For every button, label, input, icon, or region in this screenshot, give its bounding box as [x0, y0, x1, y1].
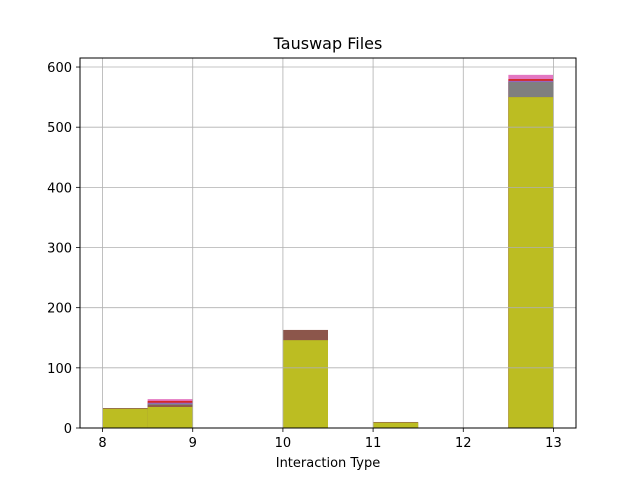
- y-tick-label: 500: [47, 121, 72, 136]
- x-tick-label: 11: [365, 436, 382, 451]
- y-tick-label: 400: [47, 181, 72, 196]
- y-tick-label: 0: [64, 422, 72, 437]
- x-tick-label: 9: [189, 436, 197, 451]
- x-axis-ticks: 8 9 10 11 12 13: [98, 428, 562, 451]
- bars-group: [102, 74, 554, 429]
- bar-layer-5-bin-9: [508, 97, 554, 429]
- y-tick-label: 300: [47, 242, 72, 257]
- y-tick-label: 200: [47, 302, 72, 317]
- bar-layer-5-bin-0: [102, 408, 148, 428]
- bar-layer-5-bin-6: [373, 422, 419, 428]
- x-tick-label: 8: [98, 436, 106, 451]
- x-tick-label: 10: [275, 436, 292, 451]
- bar-layer-5-bin-4: [282, 340, 328, 428]
- y-axis-ticks: 0 100 200 300 400 500 600: [47, 61, 80, 437]
- chart-title: Tauswap Files: [273, 34, 383, 53]
- plot-frame: [79, 57, 577, 429]
- y-tick-label: 100: [47, 362, 72, 377]
- bar-layer-5-bin-1: [147, 406, 193, 428]
- x-tick-label: 13: [545, 436, 562, 451]
- y-tick-label: 600: [47, 61, 72, 76]
- x-axis-label: Interaction Type: [276, 456, 381, 471]
- x-tick-label: 12: [455, 436, 472, 451]
